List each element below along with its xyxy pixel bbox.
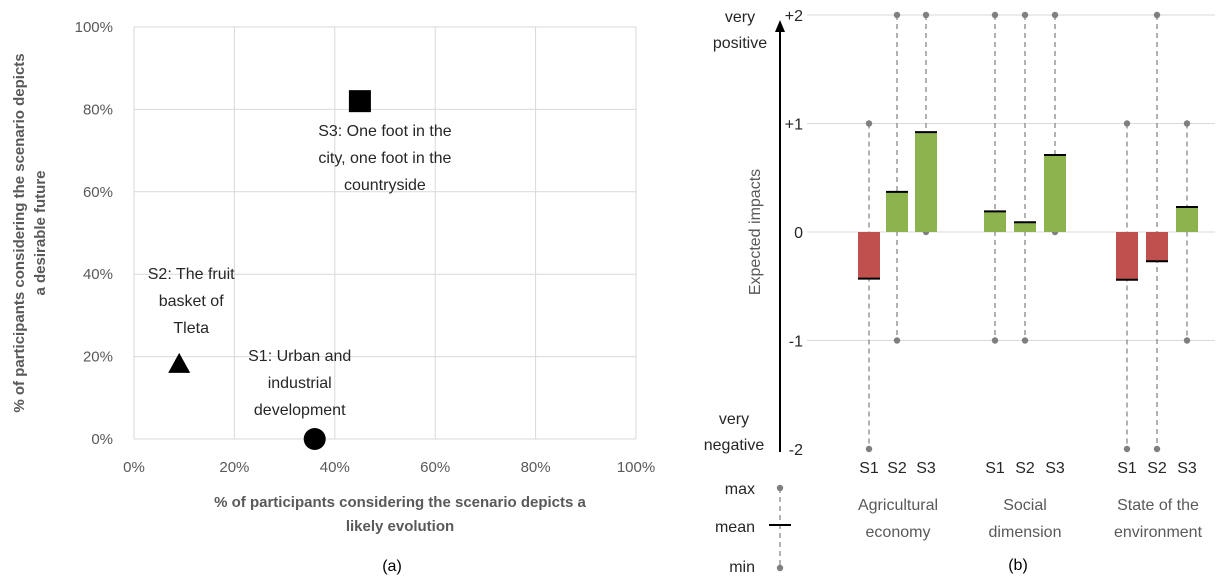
data-point-label: S3: One foot in the [318,123,452,140]
y-tick-label: 80% [83,101,113,118]
scatter-chart: 0% 20% 40% 60% 80% 100% 0% 20% 40% 60% 80% 100% % of… [11,19,655,575]
impact-bar [915,132,937,232]
y-axis-title-line: a desirable future [32,170,49,295]
max-dot [893,11,901,19]
group-label: State of the [1117,497,1199,514]
y-tick-label: +2 [785,8,803,25]
y-axis-title: % of participants considering the scenar… [11,53,49,412]
y-tick-label: 20% [83,349,113,366]
x-tick-label: 40% [320,459,350,476]
min-dot [865,445,873,453]
y-tick-label: +1 [785,117,803,134]
min-dot [1183,337,1191,344]
bar-label: S1 [859,460,879,477]
impact-bar [1176,207,1198,232]
group-label: Agricultural [858,497,938,514]
group-label: environment [1114,524,1203,541]
data-point-square [348,90,371,113]
max-dot [1153,11,1161,19]
data-point-label: S2: The fruit [148,266,235,283]
y-tick-label: 0 [794,225,803,242]
x-tick-label: 60% [420,459,450,476]
very-positive-label: positive [713,35,767,52]
impact-bar-chart: +2 +1 0 -1 -2 very positive very negative Expecte… [704,8,1215,576]
data-point-label: city, one foot in the [318,150,451,167]
y-tick-label: -1 [789,334,803,351]
impact-bar [1146,232,1168,262]
data-point-label: basket of [159,293,224,310]
min-dot [1021,337,1029,344]
bar-label: S2 [1015,460,1035,477]
group-label: economy [866,524,931,541]
max-dot [1183,120,1191,127]
legend-mean-label: mean [715,519,755,536]
min-dot [1123,445,1131,453]
impact-bar [1044,154,1066,232]
max-dot [1021,11,1029,19]
data-point-label: S1: Urban and [248,348,351,365]
impact-bar [858,232,880,279]
data-point-label: countryside [344,177,426,194]
data-point-label: Tleta [173,320,209,337]
data-point-label: industrial [268,375,332,392]
y-tick-label: 40% [83,266,113,283]
max-dot [865,120,873,127]
y-tick-label: 60% [83,184,113,201]
y-axis-title-line: % of participants considering the scenar… [11,53,28,412]
max-dot [991,11,999,19]
x-tick-label: 20% [219,459,249,476]
legend-min-dot [776,564,784,572]
x-tick-label: 0% [123,459,145,476]
x-axis-title-line: % of participants considering the scenar… [214,494,586,511]
bar-label: S3 [916,460,936,477]
x-axis-title: % of participants considering the scenar… [214,494,586,535]
y-axis-title: Expected impacts [747,169,764,295]
group-label: Social [1003,497,1047,514]
min-dot [893,337,901,344]
bar-label: S3 [1045,460,1065,477]
x-tick-label: 80% [521,459,551,476]
x-axis-title-line: likely evolution [346,518,454,535]
impact-bar [1116,232,1138,280]
data-point-circle [303,428,326,450]
y-tick-label: 0% [91,431,113,448]
min-dot [1153,445,1161,453]
legend-max-dot [776,484,784,492]
very-negative-label: very [719,411,749,428]
bar-label: S2 [887,460,907,477]
x-tick-label: 100% [617,459,655,476]
axis-arrowhead [775,20,785,32]
legend-min-label: min [729,559,755,576]
y-tick-label: 100% [75,19,113,36]
legend-max-label: max [725,481,755,498]
caption-b: (b) [1008,557,1028,574]
very-negative-label: negative [704,437,765,454]
bar-label: S2 [1147,460,1167,477]
bar-label: S1 [1117,460,1137,477]
min-dot [991,337,999,344]
bar-label: S1 [985,460,1005,477]
caption-a: (a) [382,558,402,575]
impact-bar [984,211,1006,232]
bar-label: S3 [1177,460,1197,477]
max-dot [922,11,930,19]
impact-bar [886,191,908,232]
max-dot [1051,11,1059,19]
y-tick-label: -2 [789,442,803,459]
impact-bar [1014,222,1036,232]
data-point-triangle [168,352,191,373]
very-positive-label: very [725,9,755,26]
max-dot [1123,120,1131,127]
group-label: dimension [989,524,1062,541]
data-point-label: development [254,402,346,419]
